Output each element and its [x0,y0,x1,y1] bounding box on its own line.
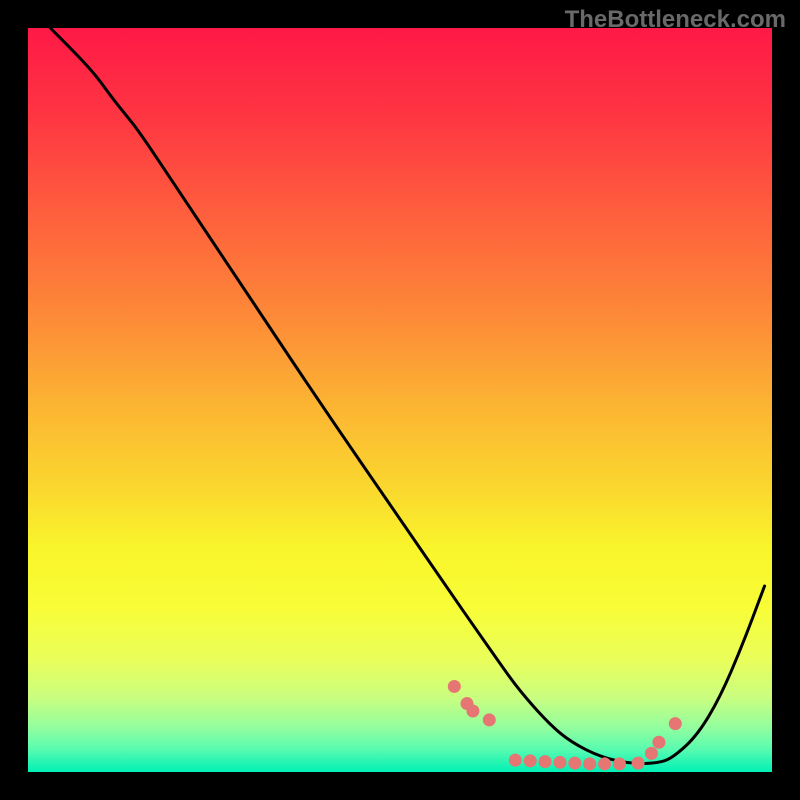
curve-marker [613,757,626,770]
curve-marker [598,757,611,770]
curve-marker [632,757,645,770]
plot-area [28,28,772,772]
curve-markers [448,680,682,770]
chart-container: TheBottleneck.com [0,0,800,800]
curve-marker [652,736,665,749]
curve-marker [553,756,566,769]
curve-marker [583,757,596,770]
curve-layer [28,28,772,772]
curve-marker [669,717,682,730]
curve-marker [466,704,479,717]
curve-marker [645,747,658,760]
curve-marker [509,754,522,767]
watermark-text: TheBottleneck.com [565,6,786,34]
bottleneck-curve [50,28,764,763]
curve-marker [539,755,552,768]
curve-marker [568,757,581,770]
curve-marker [448,680,461,693]
curve-marker [483,713,496,726]
curve-marker [524,754,537,767]
